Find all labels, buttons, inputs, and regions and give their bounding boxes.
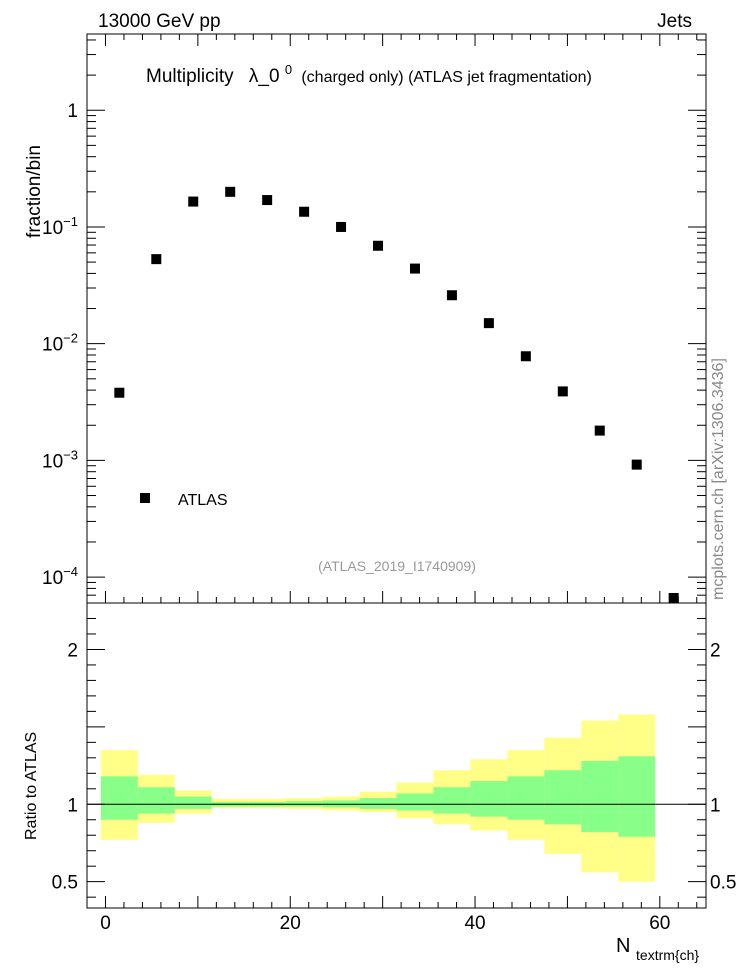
y-axis-label: fraction/bin — [24, 145, 45, 238]
legend-label: ATLAS — [178, 492, 228, 509]
ratio-y-axis-label: Ratio to ATLAS — [23, 732, 40, 840]
inner-band-bin — [396, 793, 434, 811]
inner-band-bin — [581, 760, 619, 833]
x-axis-ticks-top-panel — [104, 34, 698, 603]
y-axis-ticks: 1 10−1 10−2 10−3 10−4 — [42, 39, 706, 604]
x-axis-label-sub: textrm{ch} — [636, 947, 699, 963]
data-point — [631, 459, 642, 470]
data-point — [336, 221, 347, 232]
x-tick-label: 40 — [464, 913, 485, 934]
ratio-y-tick-label: 2 — [67, 640, 78, 661]
x-axis-label: N textrm{ch} — [616, 935, 699, 963]
ratio-y-tick-label-right: 1 — [710, 795, 721, 816]
title-suffix: (charged only) (ATLAS jet fragmentation) — [301, 69, 592, 86]
y-tick-label: 10−1 — [42, 214, 78, 239]
data-point — [225, 186, 236, 197]
data-point — [262, 195, 273, 206]
y-tick-label: 10−4 — [42, 564, 78, 589]
header-left: 13000 GeV pp — [98, 11, 221, 32]
inner-band-bin — [618, 756, 656, 837]
inner-band-bin — [359, 798, 397, 809]
ratio-y-tick-label: 0.5 — [52, 873, 78, 894]
x-tick-label: 0 — [100, 913, 111, 934]
data-point — [373, 240, 384, 251]
data-point — [483, 318, 494, 329]
y-tick-label: 1 — [67, 101, 78, 122]
title-lambda: λ_0 — [249, 66, 280, 87]
data-point — [520, 351, 531, 362]
title-prefix: Multiplicity — [146, 66, 234, 87]
y-tick-label: 10−3 — [42, 447, 78, 472]
ratio-panel-frame — [86, 602, 707, 909]
main-panel: fraction/bin Multiplicity λ_0 0 (charged… — [24, 33, 707, 604]
analysis-annotation: (ATLAS_2019_I1740909) — [318, 558, 476, 574]
chart-title: Multiplicity λ_0 0 (charged only) (ATLAS… — [146, 58, 592, 87]
inner-band-bin — [433, 787, 471, 814]
data-point — [594, 425, 605, 436]
data-point — [299, 206, 310, 217]
header-right: Jets — [657, 11, 692, 32]
inner-band-bin — [507, 776, 545, 820]
legend-marker — [140, 493, 150, 503]
ratio-y-tick-label-right: 2 — [710, 640, 721, 661]
data-point — [188, 196, 199, 207]
side-label: mcplots.cern.ch [arXiv:1306.3436] — [710, 358, 727, 600]
inner-band-bin — [137, 787, 175, 814]
data-point — [668, 593, 679, 603]
inner-band-bin — [544, 770, 582, 825]
data-point — [114, 387, 125, 398]
ratio-y-axis-ticks: 0.5 0.5 1 1 2 2 — [52, 617, 736, 898]
data-point — [409, 263, 420, 274]
data-points — [114, 186, 679, 603]
inner-band-bin — [174, 796, 212, 809]
ratio-y-tick-label-right: 0.5 — [710, 873, 736, 894]
x-tick-label: 20 — [280, 913, 301, 934]
ratio-panel: Ratio to ATLAS 0.5 0.5 1 1 2 2 0 20 40 60 N text… — [23, 602, 736, 963]
y-tick-label: 10−2 — [42, 331, 78, 356]
data-point — [557, 386, 568, 397]
data-point — [446, 290, 457, 301]
inner-band-bin — [470, 781, 508, 817]
inner-band-bin — [100, 776, 138, 820]
ratio-y-tick-label: 1 — [67, 795, 78, 816]
data-point — [151, 254, 162, 265]
main-panel-frame — [86, 33, 707, 604]
x-tick-label: 60 — [649, 913, 670, 934]
x-axis-label-main: N — [616, 935, 630, 957]
ratio-bands — [100, 714, 656, 882]
title-lambda-sup: 0 — [285, 62, 292, 77]
x-axis-ticks: 0 20 40 60 — [100, 896, 698, 934]
